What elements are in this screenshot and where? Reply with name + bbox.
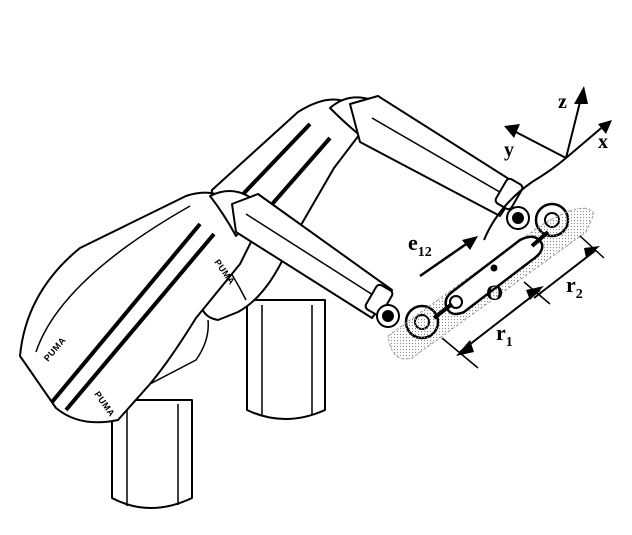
object-center-point (490, 264, 498, 272)
back-robot-pedestal (246, 299, 326, 420)
object-rod (444, 235, 544, 316)
e12-label: e12 (408, 230, 432, 260)
r2-label: r2 (566, 272, 583, 302)
r1-label: r1 (496, 320, 513, 350)
r1-dimension (441, 281, 551, 369)
front-robot (19, 190, 440, 509)
axis-x-label: x (598, 131, 608, 153)
e12-vector: e12 (408, 230, 478, 278)
back-robot-upper-arm (199, 98, 373, 321)
axis-y-label: y (504, 139, 514, 161)
origin-label: O (486, 280, 503, 305)
held-object (387, 207, 595, 360)
axis-z-label: z (558, 91, 567, 113)
front-robot-pedestal (111, 399, 193, 509)
coordinate-frame (483, 86, 612, 241)
r2-dimension (533, 235, 605, 299)
frame-connector-curve (483, 157, 567, 241)
back-robot-forearm (349, 95, 521, 217)
